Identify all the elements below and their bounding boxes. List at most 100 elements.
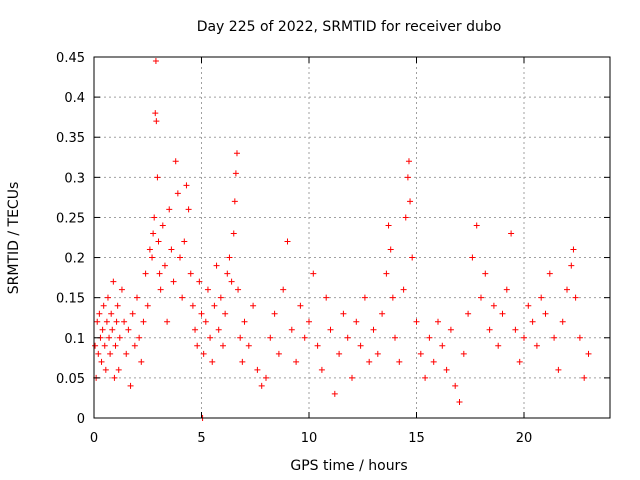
data-point (361, 294, 368, 301)
data-point (447, 326, 454, 333)
data-point (213, 262, 220, 269)
data-point (482, 270, 489, 277)
y-tick-label: 0.3 (64, 171, 85, 186)
data-point (200, 350, 207, 357)
data-point (443, 366, 450, 373)
data-point (572, 294, 579, 301)
data-point (392, 334, 398, 341)
data-point (267, 334, 274, 341)
y-tick-label: 0.15 (56, 292, 85, 307)
data-point (426, 334, 433, 341)
data-point (100, 302, 107, 309)
data-point (568, 262, 575, 269)
data-point (118, 286, 125, 293)
data-point (349, 374, 355, 381)
data-point (250, 302, 257, 309)
data-point (142, 270, 149, 277)
data-point (102, 366, 109, 373)
y-tick-label: 0.05 (56, 372, 85, 387)
data-point (301, 334, 308, 341)
data-point (275, 350, 282, 357)
data-point (413, 318, 420, 325)
data-point (508, 230, 515, 237)
data-point (400, 286, 407, 293)
data-point (131, 342, 138, 349)
data-point (224, 270, 231, 277)
data-point (96, 310, 103, 317)
y-tick-label: 0 (77, 412, 85, 427)
data-point (226, 254, 233, 261)
data-point (327, 326, 334, 333)
y-axis-label: SRMTID / TECUs (6, 182, 22, 295)
data-point (271, 310, 278, 317)
data-point (374, 350, 381, 357)
data-point (123, 350, 130, 357)
data-point (185, 206, 192, 213)
data-point (469, 254, 476, 261)
data-point (144, 302, 151, 309)
data-point (151, 214, 158, 221)
data-point (417, 350, 424, 357)
data-point (422, 374, 429, 381)
data-point (407, 198, 414, 205)
data-point (155, 238, 162, 245)
data-point (116, 334, 123, 341)
data-point (288, 326, 295, 333)
x-tick-label: 0 (90, 431, 98, 446)
data-point (402, 214, 409, 221)
data-point (204, 286, 211, 293)
plot-frame (93, 56, 611, 419)
data-point (222, 310, 229, 317)
y-tick-label: 0.45 (56, 51, 85, 66)
data-point (109, 326, 116, 333)
data-point (174, 190, 181, 197)
data-point (452, 382, 459, 389)
data-point (125, 326, 132, 333)
data-point (113, 318, 120, 325)
data-point (340, 310, 347, 317)
data-point (405, 158, 412, 165)
data-point (389, 294, 396, 301)
data-point (379, 310, 386, 317)
y-tick-label: 0.35 (56, 131, 85, 146)
data-point (146, 246, 153, 253)
y-tick-label: 0.2 (64, 252, 85, 267)
grid-layer (94, 57, 610, 418)
data-point (551, 334, 558, 341)
data-point (156, 270, 163, 277)
data-point (99, 326, 106, 333)
data-point (192, 326, 199, 333)
data-point (209, 358, 216, 365)
data-point (344, 334, 351, 341)
data-point (187, 270, 194, 277)
data-point (157, 286, 164, 293)
data-point (107, 350, 114, 357)
data-point (232, 170, 239, 177)
data-point (542, 310, 549, 317)
data-point (92, 342, 99, 349)
data-point (258, 382, 265, 389)
data-point (396, 358, 403, 365)
data-point (357, 342, 364, 349)
data-point (293, 358, 300, 365)
data-point (103, 318, 110, 325)
data-point (331, 390, 338, 397)
data-point (194, 342, 201, 349)
data-point (134, 294, 140, 301)
data-point (478, 294, 484, 301)
data-point (127, 382, 134, 389)
data-point (149, 254, 156, 261)
data-point (101, 342, 108, 349)
data-point (172, 158, 179, 165)
data-point (111, 374, 118, 381)
data-point (576, 334, 583, 341)
data-point (154, 174, 161, 181)
data-point (559, 318, 566, 325)
data-point (284, 238, 291, 245)
data-point (245, 342, 252, 349)
data-point (430, 358, 437, 365)
data-point (235, 286, 242, 293)
data-point (306, 318, 312, 325)
y-tick-label: 0.25 (56, 211, 85, 226)
data-point (336, 350, 343, 357)
